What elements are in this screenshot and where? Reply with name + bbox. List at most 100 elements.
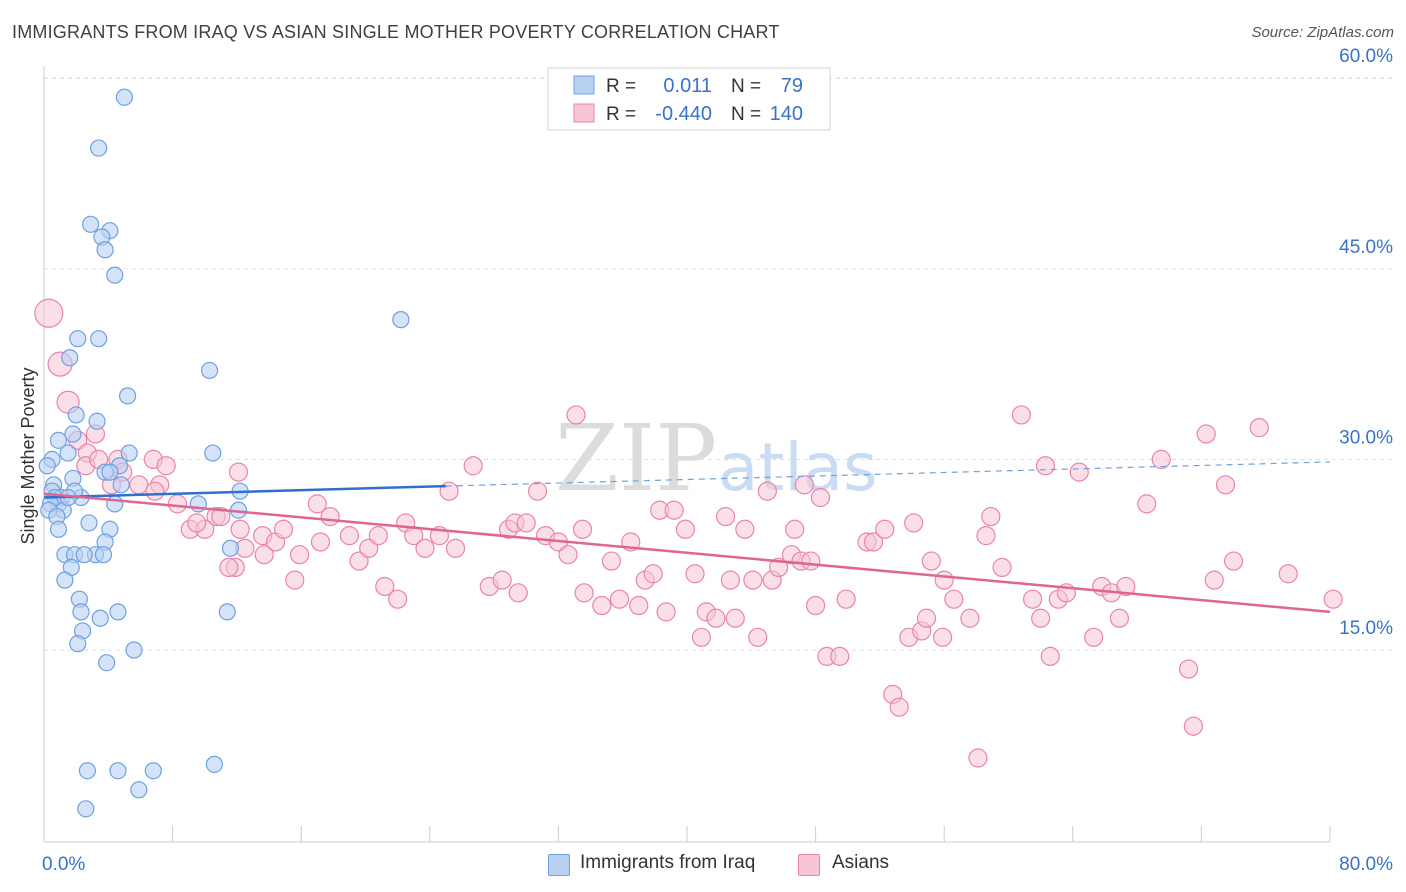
legend-n-label-1: N = <box>731 76 761 97</box>
asians-point <box>785 519 805 539</box>
asians-point <box>735 519 755 539</box>
asians-points <box>34 298 1343 768</box>
asians-point <box>757 481 777 501</box>
iraq-point <box>96 241 114 259</box>
iraq-point <box>77 800 95 818</box>
asians-point <box>492 570 512 590</box>
asians-point <box>1215 475 1236 495</box>
asians-point <box>1031 608 1051 628</box>
asians-point <box>664 500 684 520</box>
asians-point <box>643 564 663 584</box>
asians-point <box>863 532 884 552</box>
asians-point <box>572 519 593 539</box>
asians-point <box>685 564 705 584</box>
asians-point <box>307 494 327 514</box>
asians-point <box>934 570 954 590</box>
iraq-point <box>56 571 74 589</box>
asians-point <box>289 545 310 565</box>
trend-lines <box>43 461 1331 614</box>
iraq-point <box>130 781 148 799</box>
asians-point <box>1196 424 1216 444</box>
bottom-legend-label-asians: Asians <box>832 852 890 873</box>
iraq-point <box>205 755 223 773</box>
iraq-point <box>120 444 138 462</box>
asians-point <box>769 557 789 578</box>
legend-r-label-1: R = <box>606 76 636 97</box>
asians-point <box>960 608 980 628</box>
asians-point <box>715 506 736 527</box>
asians-point <box>439 481 459 501</box>
iraq-point <box>75 546 93 564</box>
asians-point <box>976 526 996 546</box>
chart-title: IMMIGRANTS FROM IRAQ VS ASIAN SINGLE MOT… <box>12 22 780 42</box>
asians-point <box>1204 570 1224 590</box>
iraq-point <box>125 641 143 659</box>
iraq-point <box>69 330 87 348</box>
iraq-point <box>221 539 240 557</box>
asians-point <box>801 551 821 571</box>
iraq-point <box>101 463 119 481</box>
source-label: Source: ZipAtlas.com <box>1251 24 1394 41</box>
iraq-point <box>204 444 222 462</box>
asians-point <box>675 519 695 539</box>
y-tick-label: 60.0% <box>1339 46 1393 67</box>
tick-labels: 15.0% 30.0% 45.0% 60.0% 0.0% 80.0% <box>42 46 1393 875</box>
asians-point <box>1178 659 1199 679</box>
asians-point <box>601 551 622 571</box>
asians-point <box>375 576 395 597</box>
asians-point <box>592 595 612 616</box>
asians-point <box>794 475 814 495</box>
asians-point <box>992 557 1012 578</box>
asians-point <box>691 627 712 647</box>
asians-trend-line <box>43 492 1331 614</box>
asians-point <box>1035 456 1056 476</box>
iraq-point <box>218 603 236 621</box>
legend-n-value-1: 79 <box>781 75 803 97</box>
asians-point <box>810 487 831 508</box>
asians-point <box>944 589 964 609</box>
asians-point <box>129 475 149 495</box>
axes <box>43 66 1331 843</box>
asians-point <box>254 545 274 565</box>
asians-point <box>349 551 369 571</box>
asians-point <box>889 697 909 717</box>
asians-point <box>228 462 249 482</box>
iraq-point <box>64 425 82 443</box>
asians-point <box>1183 716 1203 736</box>
asians-point <box>743 570 763 590</box>
asians-point <box>320 506 340 527</box>
iraq-point <box>115 88 133 106</box>
asians-point <box>1011 405 1031 425</box>
asians-point <box>1040 646 1060 666</box>
asians-point <box>445 538 466 558</box>
bottom-legend: Immigrants from Iraq Asians <box>0 850 1406 880</box>
asians-point <box>368 526 388 546</box>
iraq-trend-extension <box>445 461 1331 487</box>
asians-point <box>904 513 924 533</box>
iraq-point <box>392 311 410 329</box>
asians-point <box>836 589 856 609</box>
asians-point <box>415 538 435 558</box>
iraq-point <box>90 330 108 348</box>
iraq-point <box>67 406 85 424</box>
asians-point <box>558 545 578 565</box>
asians-point <box>1109 608 1130 628</box>
iraq-point <box>91 609 109 627</box>
iraq-trend-line <box>43 484 446 499</box>
iraq-point <box>94 546 113 564</box>
legend-swatch-asians <box>573 103 595 123</box>
iraq-point <box>82 215 100 233</box>
asians-point <box>167 494 188 514</box>
gridlines <box>44 77 1395 651</box>
bottom-legend-label-iraq: Immigrants from Iraq <box>580 852 756 873</box>
bottom-legend-swatch-asians <box>798 854 820 876</box>
asians-point <box>211 506 231 527</box>
iraq-point <box>38 457 56 475</box>
asians-point <box>805 595 826 616</box>
iraq-point <box>69 635 87 653</box>
iraq-point <box>88 412 106 430</box>
iraq-point <box>109 603 127 621</box>
iraq-point <box>49 520 68 538</box>
asians-point <box>359 538 379 558</box>
